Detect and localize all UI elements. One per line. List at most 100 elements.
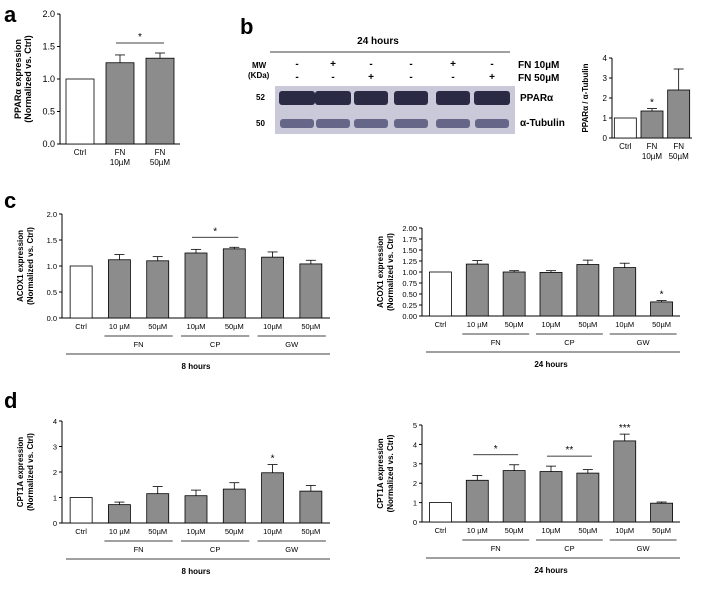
blot-sign-fn10: + — [450, 59, 456, 70]
bar — [539, 471, 563, 523]
y-tick-label: 1 — [413, 499, 417, 508]
bar — [222, 488, 246, 524]
bar-ctrl — [429, 271, 452, 317]
y-tick-label: 2 — [53, 468, 57, 477]
group-label: CP — [210, 340, 220, 349]
x-category-label: 10µM — [263, 527, 282, 536]
blot-sign-fn10: - — [369, 59, 372, 70]
blot-sign-fn50: - — [409, 72, 412, 83]
significance-marker: * — [660, 290, 664, 301]
chart-b: 0 1 2 3 4 PPARα / α-Tubulin Ctrl FN 10µM FN 50µM * — [581, 54, 692, 161]
bar — [184, 252, 208, 319]
blot-label-ppara: PPARα — [520, 93, 554, 104]
y-tick-label: 1.25 — [402, 257, 417, 266]
y-tick-label: 0 — [53, 519, 57, 528]
chart-a: 0.0 0.5 1.0 1.5 2.0 PPARα expression(Normaliz… — [13, 9, 180, 167]
y-axis-label: CPT1A expression(Normalized vs. Ctrl) — [376, 434, 395, 512]
bar — [184, 495, 208, 524]
y-tick-label: 0.25 — [402, 301, 417, 310]
bar — [146, 493, 170, 524]
group-label: CP — [210, 545, 220, 554]
y-tick-label: 3 — [53, 443, 57, 452]
blot-sign-fn50: + — [368, 72, 374, 83]
y-tick-label: 0.00 — [402, 312, 417, 321]
y-tick-label: 1.5 — [47, 236, 57, 245]
bar — [613, 440, 637, 523]
bar — [539, 272, 563, 317]
blot-band-ppara — [474, 91, 510, 105]
x-category-label: 10 µM — [109, 527, 130, 536]
group-label: CP — [564, 544, 574, 553]
y-tick-label: 1.50 — [402, 246, 417, 255]
blot-band-ppara — [436, 91, 470, 105]
blot-band-ppara — [315, 91, 351, 105]
blot-time-label: 24 hours — [357, 36, 399, 47]
y-tick-label: 0.5 — [42, 107, 55, 117]
y-tick-label: 1 — [603, 114, 608, 123]
x-category-label: FN 10µM — [642, 142, 663, 161]
blot-sign-fn50: - — [295, 72, 298, 83]
blot-band-tubulin — [475, 119, 509, 128]
x-category-label: Ctrl — [435, 526, 447, 535]
y-tick-label: 0.0 — [47, 314, 57, 323]
blot-band-tubulin — [280, 119, 314, 128]
blot-sign-fn10: - — [490, 59, 493, 70]
panel-letter-d: d — [4, 388, 17, 413]
blot-band-tubulin — [354, 119, 388, 128]
y-tick-label: 2.0 — [42, 9, 55, 19]
bar — [146, 260, 170, 319]
y-tick-label: 0.75 — [402, 279, 417, 288]
significance-label: * — [494, 444, 498, 455]
x-category-label: 10 µM — [109, 322, 130, 331]
time-label: 24 hours — [534, 566, 568, 575]
bar-ctrl — [69, 497, 93, 524]
significance-marker: *** — [619, 423, 631, 434]
x-category-label: Ctrl — [619, 142, 632, 151]
y-tick-label: 1.5 — [42, 42, 55, 52]
bar — [108, 259, 131, 319]
time-label: 8 hours — [182, 362, 211, 371]
blot-sign-fn10: - — [295, 59, 298, 70]
x-category-label: FN 50µM — [150, 148, 171, 167]
x-category-label: 10µM — [263, 322, 282, 331]
group-label: GW — [637, 338, 651, 347]
time-label: 8 hours — [182, 567, 211, 576]
x-category-label: 50µM — [225, 322, 244, 331]
group-label: FN — [491, 338, 501, 347]
bar — [650, 301, 673, 317]
group-label: FN — [491, 544, 501, 553]
bar — [650, 502, 673, 523]
blot-label-tubulin: α-Tubulin — [520, 118, 565, 129]
significance-label: * — [138, 32, 142, 43]
y-tick-label: 3 — [603, 74, 608, 83]
x-category-label: Ctrl — [435, 320, 447, 329]
x-category-label: 50µM — [578, 526, 597, 535]
x-category-label: 50µM — [652, 320, 671, 329]
bar — [299, 490, 323, 524]
blot-sign-fn10: + — [330, 59, 336, 70]
bar — [576, 264, 600, 317]
significance-label: * — [213, 226, 217, 237]
blot-mw-label: MW — [252, 61, 267, 70]
western-blot: 24 hours MW (KDa) FN 10µM FN 50µM - + - - + -… — [248, 36, 565, 134]
bar — [640, 110, 664, 139]
x-category-label: 10µM — [615, 320, 634, 329]
y-axis-label: ACOX1 expression(Normalized vs. Ctrl) — [376, 233, 395, 311]
x-category-label: 10µM — [615, 526, 634, 535]
blot-row-fn10-label: FN 10µM — [518, 60, 559, 71]
x-category-label: 10µM — [187, 527, 206, 536]
bar — [465, 263, 489, 317]
significance-marker: * — [271, 454, 275, 465]
group-label: CP — [564, 338, 574, 347]
blot-kda-label: (KDa) — [248, 71, 270, 80]
y-tick-label: 0.50 — [402, 290, 417, 299]
x-category-label: 50µM — [578, 320, 597, 329]
x-category-label: 10µM — [187, 322, 206, 331]
bar — [222, 248, 246, 319]
bar-ctrl — [69, 265, 93, 319]
bar — [261, 256, 284, 319]
y-tick-label: 0 — [413, 518, 417, 527]
x-category-label: 50µM — [225, 527, 244, 536]
x-category-label: Ctrl — [74, 148, 87, 157]
